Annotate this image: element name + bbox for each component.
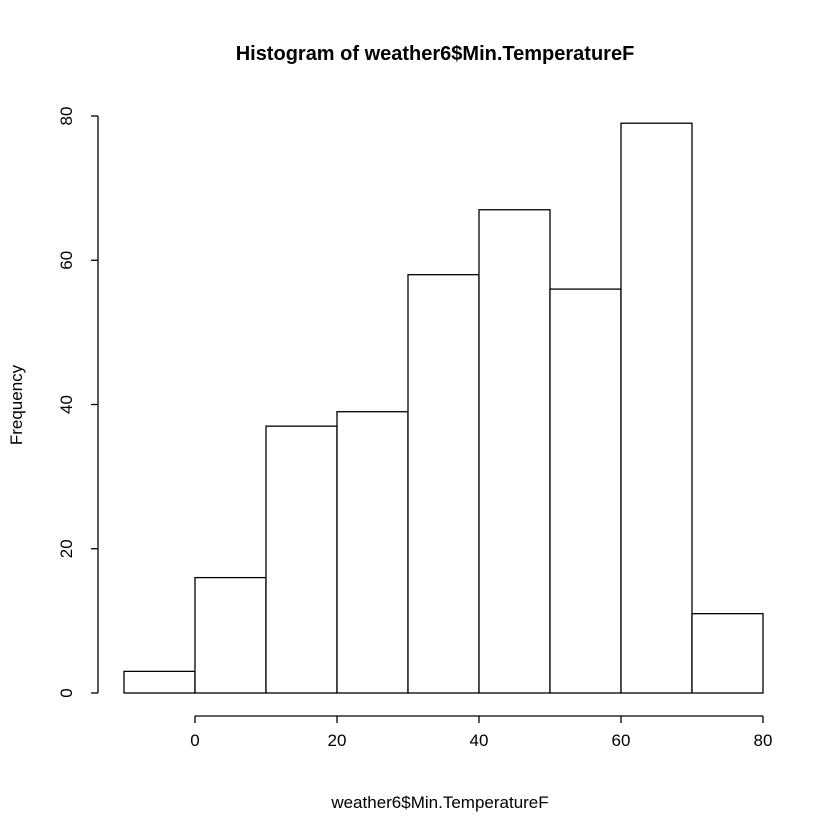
y-tick-label: 80 [57, 107, 76, 126]
y-tick-label: 0 [57, 688, 76, 697]
histogram-bar [407, 274, 480, 694]
histogram-bar [265, 425, 338, 694]
histogram-bar [123, 670, 196, 694]
x-tick-label: 20 [328, 731, 347, 750]
chart-title: Histogram of weather6$Min.TemperatureF [236, 43, 635, 65]
histogram-bar [478, 209, 551, 694]
y-axis-label: Frequency [7, 364, 26, 445]
x-axis-label: weather6$Min.TemperatureF [330, 793, 548, 812]
histogram-bar [194, 576, 267, 694]
x-tick-label: 0 [190, 731, 199, 750]
x-tick-label: 80 [754, 731, 773, 750]
bars-group [123, 122, 764, 694]
y-tick-label: 60 [57, 251, 76, 270]
x-tick-label: 60 [612, 731, 631, 750]
y-axis: 0 20 40 60 80 [57, 107, 99, 698]
y-tick-label: 40 [57, 395, 76, 414]
histogram-bar [620, 122, 693, 694]
x-tick-label: 40 [470, 731, 489, 750]
histogram-bar [336, 411, 409, 694]
histogram-bar [691, 613, 764, 694]
histogram-bar [549, 288, 622, 694]
y-tick-label: 20 [57, 539, 76, 558]
x-axis: 0 20 40 60 80 [190, 715, 773, 750]
